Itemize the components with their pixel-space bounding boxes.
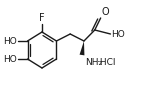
Text: HO: HO	[112, 29, 125, 39]
Text: NH₂: NH₂	[85, 58, 102, 67]
Text: ·HCl: ·HCl	[97, 58, 115, 67]
Text: HO: HO	[3, 36, 17, 45]
Text: HO: HO	[3, 54, 17, 64]
Text: F: F	[39, 13, 45, 23]
Polygon shape	[80, 41, 84, 55]
Text: O: O	[102, 7, 109, 17]
